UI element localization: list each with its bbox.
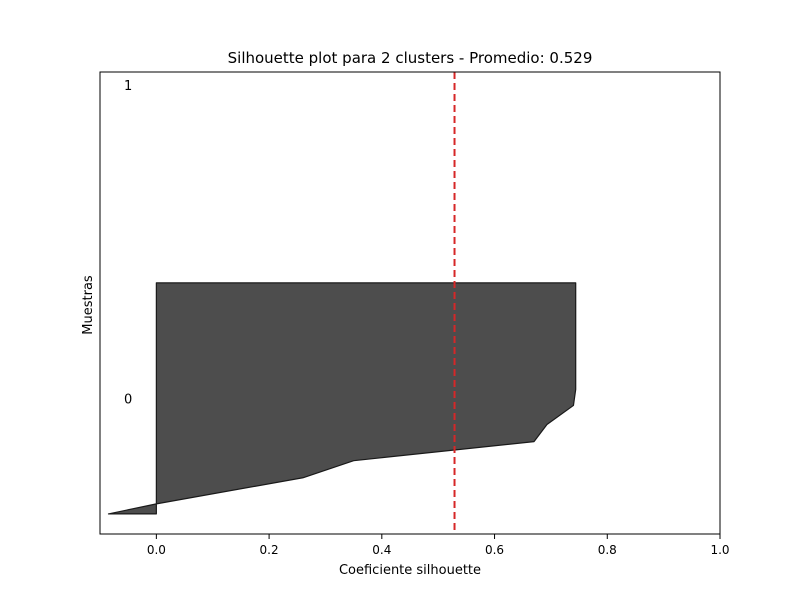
cluster-labels: 01 — [124, 79, 132, 407]
cluster-label-0: 0 — [124, 392, 132, 407]
plot-layer — [107, 72, 577, 534]
x-tick-label: 0.4 — [372, 543, 391, 557]
y-axis-label: Muestras — [81, 275, 96, 335]
x-tick-label: 0.2 — [260, 543, 279, 557]
x-tick-label: 0.6 — [485, 543, 504, 557]
x-tick-label: 0.0 — [147, 543, 166, 557]
x-tick-label: 0.8 — [598, 543, 617, 557]
x-axis-ticks: 0.0 0.2 0.4 0.6 0.8 1.0 — [147, 534, 730, 557]
x-tick-label: 1.0 — [710, 543, 729, 557]
chart-title: Silhouette plot para 2 clusters - Promed… — [228, 49, 593, 67]
x-axis-label: Coeficiente silhouette — [339, 563, 481, 578]
cluster-label-1: 1 — [124, 79, 132, 94]
plot-frame — [99, 71, 721, 535]
cluster-0-silhouette — [107, 282, 577, 515]
